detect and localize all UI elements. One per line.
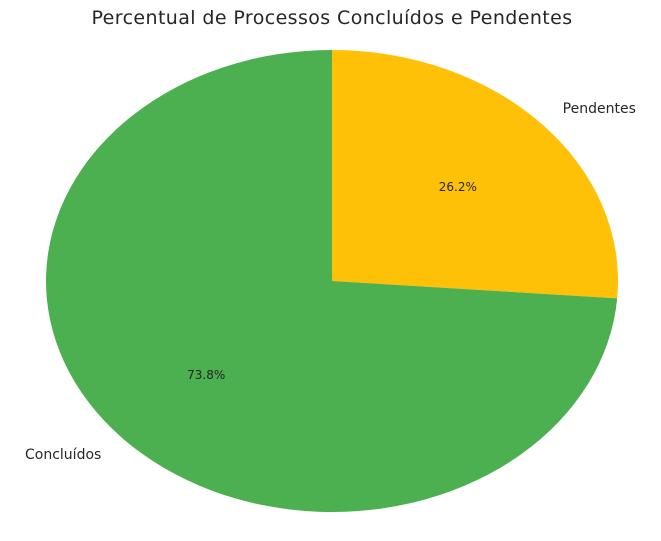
percent-label: 73.8% [187,368,225,382]
pie-slices [46,50,618,512]
pie-slice-concluidos [46,50,618,512]
slice-label: Pendentes [563,101,636,117]
pie-labels: Pendentes 26.2% Concluídos 73.8% [25,101,636,463]
pie-slice-pendentes [332,50,618,299]
percent-label: 26.2% [439,180,477,194]
slice-label: Concluídos [25,447,101,463]
chart-title: Percentual de Processos Concluídos e Pen… [92,7,573,29]
